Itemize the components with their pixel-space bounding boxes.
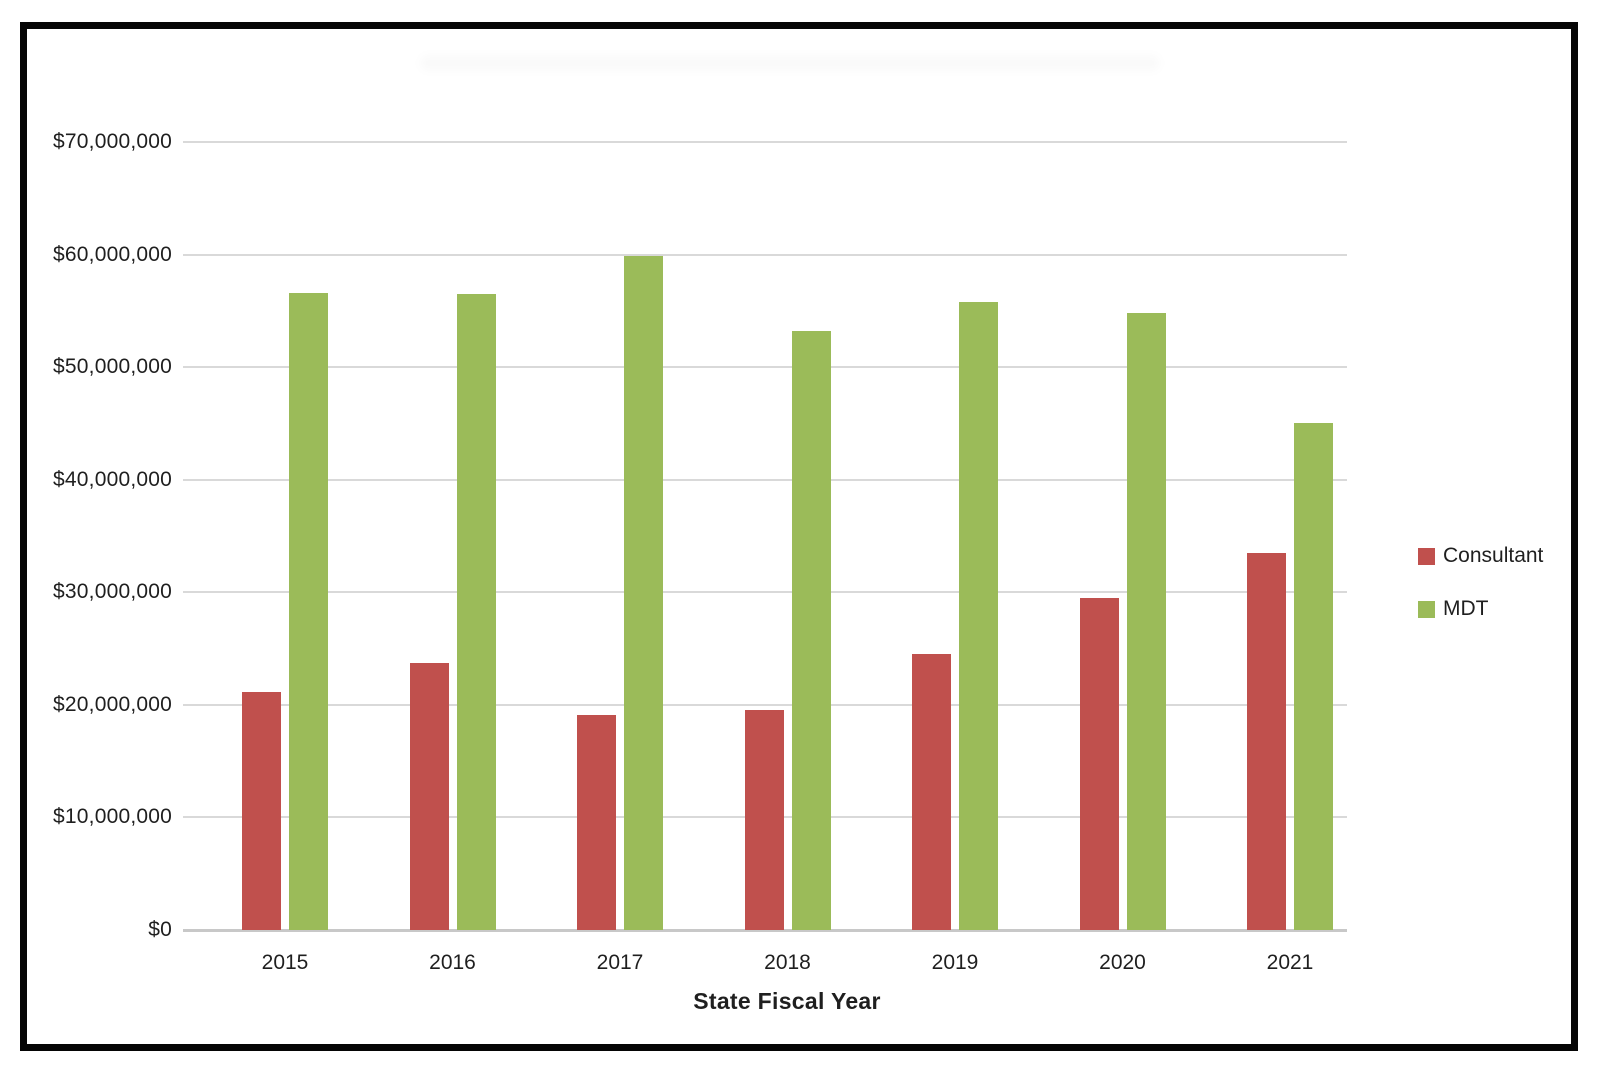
x-axis-title: State Fiscal Year bbox=[693, 988, 881, 1014]
x-axis-tick-label: 2021 bbox=[1266, 951, 1314, 974]
bar-consultant-2018 bbox=[744, 710, 784, 930]
x-axis-tick-label: 2017 bbox=[596, 951, 644, 974]
bar-mdt-2016 bbox=[456, 293, 496, 930]
bar-mdt-2021 bbox=[1294, 423, 1333, 930]
legend-item-consultant: Consultant bbox=[1418, 544, 1543, 568]
x-axis-line bbox=[183, 929, 1347, 932]
consultant-swatch-icon bbox=[1418, 547, 1435, 565]
x-axis-tick-label: 2015 bbox=[261, 951, 309, 974]
gridline bbox=[183, 591, 1347, 594]
chart-title bbox=[400, 48, 1200, 78]
bar-consultant-2017 bbox=[577, 714, 616, 930]
gridline bbox=[183, 703, 1347, 706]
y-axis-tick-label: $10,000,000 bbox=[53, 805, 172, 829]
y-axis-tick-label: $40,000,000 bbox=[53, 467, 172, 491]
legend-item-mdt: MDT bbox=[1418, 597, 1543, 621]
bar-mdt-2018 bbox=[791, 331, 831, 930]
legend-label-consultant: Consultant bbox=[1443, 544, 1544, 567]
y-axis-tick-label: $30,000,000 bbox=[53, 580, 172, 604]
gridline bbox=[183, 141, 1347, 143]
y-axis-tick-label: $60,000,000 bbox=[53, 242, 172, 266]
y-axis-tick-label: $0 bbox=[148, 918, 172, 941]
bar-consultant-2015 bbox=[242, 692, 281, 930]
bar-consultant-2021 bbox=[1247, 552, 1286, 930]
bar-consultant-2019 bbox=[912, 654, 951, 930]
x-axis-tick-label: 2019 bbox=[931, 951, 979, 974]
gridline bbox=[183, 366, 1347, 369]
bar-mdt-2015 bbox=[289, 292, 328, 930]
gridline bbox=[183, 478, 1347, 481]
legend: Consultant MDT bbox=[1418, 544, 1543, 650]
bar-consultant-2020 bbox=[1079, 597, 1119, 930]
bar-mdt-2017 bbox=[624, 255, 663, 930]
y-axis-tick-label: $70,000,000 bbox=[53, 130, 172, 153]
x-axis-tick-label: 2018 bbox=[764, 951, 811, 974]
bar-mdt-2019 bbox=[959, 301, 998, 930]
mdt-swatch-icon bbox=[1418, 600, 1435, 618]
y-axis-tick-label: $50,000,000 bbox=[53, 355, 172, 379]
legend-label-mdt: MDT bbox=[1443, 597, 1489, 620]
x-axis-tick-label: 2016 bbox=[429, 951, 476, 974]
y-axis-tick-label: $20,000,000 bbox=[53, 692, 172, 716]
x-axis-tick-label: 2020 bbox=[1099, 951, 1146, 974]
bar-consultant-2016 bbox=[409, 663, 449, 930]
bar-mdt-2020 bbox=[1126, 313, 1166, 930]
gridline bbox=[183, 253, 1347, 256]
